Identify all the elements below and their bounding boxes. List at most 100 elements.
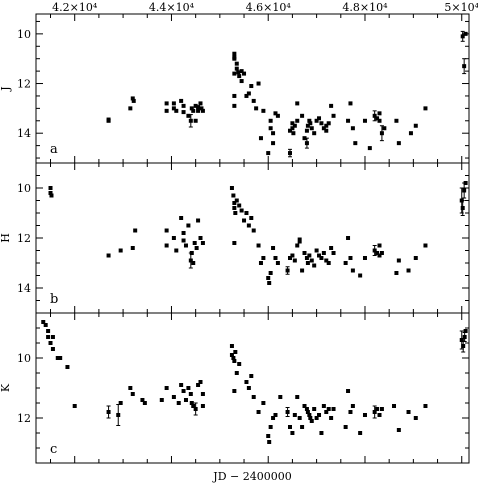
data-point <box>130 392 135 396</box>
data-point <box>232 389 237 393</box>
data-point <box>266 276 271 280</box>
data-point <box>290 431 295 435</box>
data-point <box>350 404 355 408</box>
data-point <box>171 106 176 111</box>
data-point <box>300 113 305 118</box>
data-point <box>234 371 239 375</box>
data-point <box>273 413 278 417</box>
data-point <box>304 256 309 260</box>
data-point <box>406 268 411 273</box>
data-point <box>350 268 355 273</box>
data-point <box>348 410 353 414</box>
data-point <box>46 329 51 333</box>
data-point <box>239 79 244 84</box>
data-point <box>287 425 292 429</box>
data-point <box>324 123 329 128</box>
panel-frame <box>35 312 470 464</box>
data-point <box>343 261 348 265</box>
data-point <box>423 243 428 248</box>
data-point <box>304 141 309 146</box>
data-point <box>317 253 322 258</box>
data-point <box>367 146 372 151</box>
data-point <box>290 253 295 258</box>
data-point <box>463 181 468 185</box>
data-point <box>292 123 297 128</box>
data-point <box>377 253 382 258</box>
data-point <box>382 126 387 131</box>
data-point <box>343 425 348 429</box>
data-point <box>232 201 237 205</box>
data-point <box>396 141 401 146</box>
data-point <box>244 380 249 384</box>
data-point <box>362 413 367 417</box>
data-point <box>179 216 184 220</box>
data-point <box>174 108 179 113</box>
data-point <box>309 126 314 131</box>
data-point <box>362 118 367 123</box>
data-point <box>128 106 133 111</box>
data-point <box>394 118 399 123</box>
data-point <box>196 105 201 110</box>
data-point <box>191 261 196 265</box>
data-point <box>249 374 254 378</box>
data-point <box>396 258 401 263</box>
data-point <box>396 428 401 432</box>
data-point <box>256 243 261 248</box>
data-point <box>308 121 313 126</box>
data-point <box>43 323 48 327</box>
data-point <box>285 268 290 273</box>
data-point <box>324 128 329 133</box>
data-point <box>233 350 238 354</box>
data-point <box>191 108 196 113</box>
data-point <box>186 223 191 228</box>
data-point <box>171 101 176 106</box>
data-point <box>271 246 276 250</box>
data-point <box>266 434 271 438</box>
data-point <box>305 261 310 265</box>
y-tick-label: 12 <box>17 78 31 91</box>
data-point <box>295 118 300 123</box>
data-point <box>183 243 188 248</box>
data-point <box>375 116 380 121</box>
data-point <box>358 273 363 278</box>
data-point <box>358 431 363 435</box>
data-point <box>408 131 413 136</box>
data-point <box>300 268 305 273</box>
data-point <box>133 228 138 233</box>
data-point <box>271 141 276 146</box>
data-point <box>242 218 247 223</box>
data-point <box>302 136 307 141</box>
data-point <box>189 251 194 255</box>
data-point <box>246 223 251 228</box>
data-point <box>232 51 237 56</box>
data-point <box>232 93 237 98</box>
data-point <box>164 108 169 113</box>
data-point <box>193 118 198 123</box>
data-point <box>273 111 278 116</box>
data-point <box>291 131 296 136</box>
data-point <box>55 356 60 360</box>
data-point <box>237 362 242 366</box>
y-tick-label: 12 <box>17 412 31 425</box>
data-point <box>189 106 194 111</box>
data-point <box>324 258 329 263</box>
data-point <box>200 404 205 408</box>
data-point <box>232 103 237 108</box>
data-point <box>193 103 198 108</box>
data-point <box>312 131 317 136</box>
data-point <box>312 263 317 268</box>
data-point <box>246 91 251 96</box>
x-tick-label: 5×10⁴ <box>444 1 478 14</box>
data-point <box>290 126 295 131</box>
data-point <box>394 271 399 275</box>
data-point <box>41 320 46 324</box>
data-point <box>49 193 54 198</box>
data-point <box>372 410 377 414</box>
data-point <box>331 407 336 411</box>
data-point <box>191 404 196 408</box>
data-point <box>377 111 382 116</box>
data-point <box>164 101 169 106</box>
data-point <box>307 253 312 258</box>
data-point <box>392 404 397 408</box>
data-point <box>179 98 184 103</box>
